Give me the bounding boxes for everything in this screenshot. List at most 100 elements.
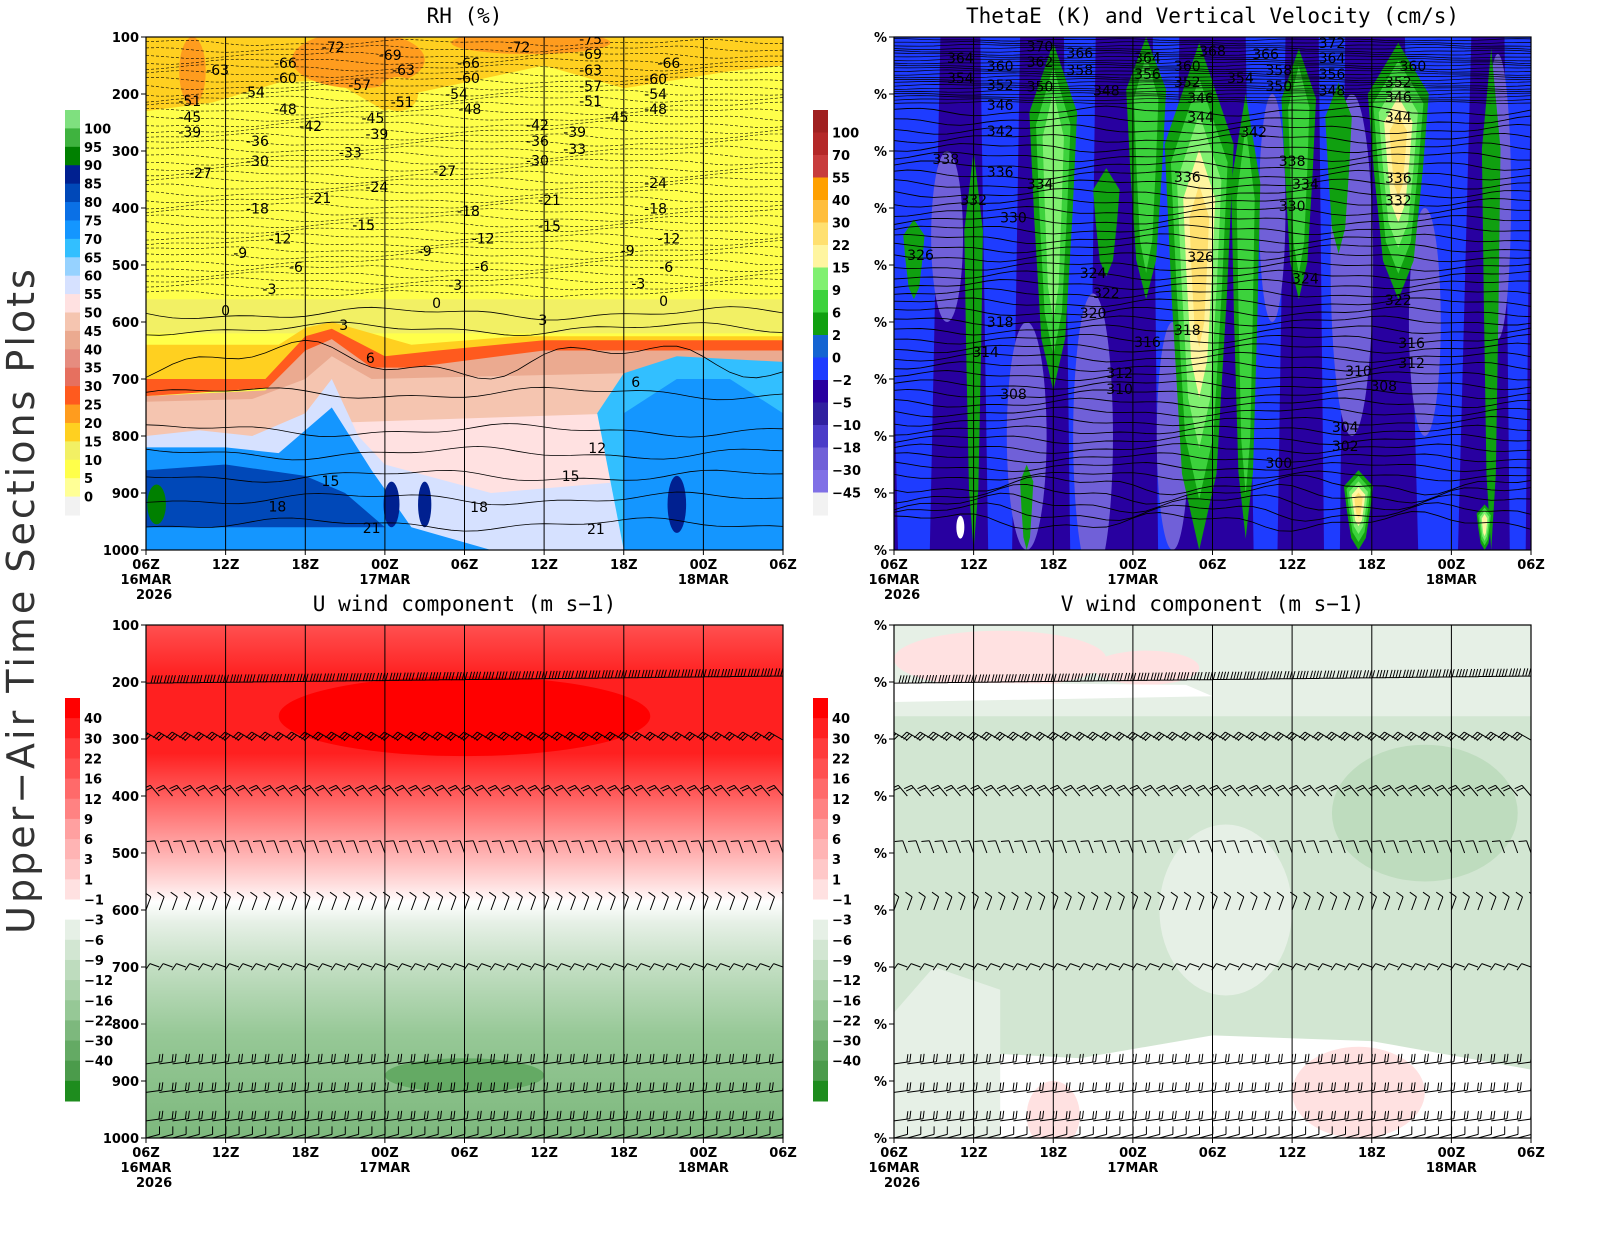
colorbar-swatch xyxy=(65,738,80,759)
wind-barb xyxy=(1026,1110,1045,1122)
contour-label: 352 xyxy=(987,78,1014,94)
temperature-contour-dashed xyxy=(146,170,783,179)
temperature-contour-dashed xyxy=(146,283,783,291)
contour-label: -9 xyxy=(233,246,247,262)
wind-barb xyxy=(703,1110,721,1122)
wind-barb xyxy=(1146,1082,1164,1093)
wind-barb xyxy=(617,731,638,742)
rh-fill-navy xyxy=(667,475,687,533)
wind-barb xyxy=(278,1110,297,1122)
wind-barb xyxy=(1331,1053,1350,1065)
wind-barb xyxy=(906,963,921,971)
colorbar-label: 100 xyxy=(84,122,111,137)
contour-label: 21 xyxy=(587,522,605,538)
thetae-fill-upward-motion xyxy=(903,219,925,300)
colorbar-swatch xyxy=(65,202,80,221)
wind-barb xyxy=(636,1110,655,1122)
wind-barb xyxy=(1080,840,1094,854)
contour-label: -36 xyxy=(246,134,269,150)
wind-barb xyxy=(1504,1110,1522,1122)
temperature-contour-dashed xyxy=(146,271,783,279)
wind-barb xyxy=(172,1110,190,1122)
colorbar-swatch xyxy=(65,1060,80,1082)
wind-barb xyxy=(186,840,200,854)
wind-barb xyxy=(715,963,731,971)
wind-barb xyxy=(1436,963,1452,971)
contour-label: 356 xyxy=(1319,67,1346,83)
wind-barb xyxy=(504,1110,522,1122)
wind-barb xyxy=(1471,731,1492,742)
colorbar-swatch xyxy=(65,349,80,369)
wind-barb xyxy=(664,840,678,854)
wind-barb xyxy=(165,731,187,742)
colorbar-swatch xyxy=(813,1060,828,1082)
wind-barb xyxy=(1237,963,1253,971)
wind-barb xyxy=(503,963,518,971)
x-tick-label: 18Z xyxy=(610,1146,638,1161)
wind-barb xyxy=(504,1082,522,1093)
wind-barb xyxy=(173,840,187,854)
wind-barb xyxy=(1264,963,1280,971)
wind-barb xyxy=(1119,672,1137,682)
wind-barb xyxy=(920,674,938,684)
temperature-contour-dashed xyxy=(146,139,783,147)
wind-barb xyxy=(894,731,908,741)
wind-barb xyxy=(577,731,598,742)
wind-barb xyxy=(894,840,908,854)
wind-barb xyxy=(223,891,231,911)
wind-barb xyxy=(1224,963,1240,971)
y-tick-label: % xyxy=(874,88,887,103)
wind-barb xyxy=(1209,784,1227,797)
colorbar-label: −30 xyxy=(832,464,861,479)
wind-barb xyxy=(1132,672,1150,681)
wind-barb xyxy=(630,731,651,742)
wind-barb xyxy=(1292,670,1309,680)
wind-barb xyxy=(1461,784,1479,797)
wind-barb xyxy=(245,731,266,742)
wind-barb xyxy=(756,1110,774,1122)
wind-barb xyxy=(1079,673,1097,682)
wind-barb xyxy=(749,731,770,742)
wind-barb xyxy=(593,784,611,797)
wind-barb xyxy=(1249,784,1266,797)
wind-barb xyxy=(650,1110,668,1122)
wind-barb xyxy=(913,731,935,742)
contour-label: 15 xyxy=(322,474,340,490)
wind-barb xyxy=(1504,668,1522,677)
wind-barb xyxy=(213,840,227,854)
wind-barb xyxy=(199,1053,217,1065)
wind-barb xyxy=(1253,840,1267,854)
colorbar-swatch xyxy=(813,899,828,921)
contour-label: 326 xyxy=(907,248,934,264)
wind-barb xyxy=(209,784,226,797)
wind-barb xyxy=(357,963,372,971)
contour-label: 312 xyxy=(1398,356,1425,372)
wind-barb xyxy=(557,1053,575,1065)
wind-barb xyxy=(782,1063,783,1064)
wind-barb xyxy=(528,891,537,911)
colorbar-swatch xyxy=(813,939,828,961)
colorbar-label: 1 xyxy=(832,873,841,888)
wind-barb xyxy=(690,669,707,678)
wind-barb xyxy=(1345,840,1359,854)
wind-barb xyxy=(265,1082,283,1093)
wind-barb xyxy=(1006,731,1027,742)
wind-barb xyxy=(783,668,799,676)
date-label: 16MAR xyxy=(868,1161,919,1176)
colorbar-label: 3 xyxy=(832,853,841,868)
wind-barb xyxy=(947,840,961,854)
wind-barb xyxy=(159,675,176,684)
wind-barb xyxy=(1477,668,1495,677)
temperature-contour-dashed xyxy=(146,277,783,285)
contour-label: 344 xyxy=(1187,110,1214,126)
wind-barb xyxy=(1205,731,1227,742)
contour-label: 318 xyxy=(987,315,1014,331)
temperature-contour-dashed xyxy=(146,126,783,135)
wind-barb xyxy=(232,731,253,742)
temperature-contour-dashed xyxy=(146,202,783,210)
contour-label: -48 xyxy=(458,102,481,118)
wind-barb xyxy=(743,1082,761,1093)
y-tick-label: 400 xyxy=(112,202,139,217)
contour-label: -72 xyxy=(322,40,345,56)
colorbar-label: 40 xyxy=(832,712,850,727)
